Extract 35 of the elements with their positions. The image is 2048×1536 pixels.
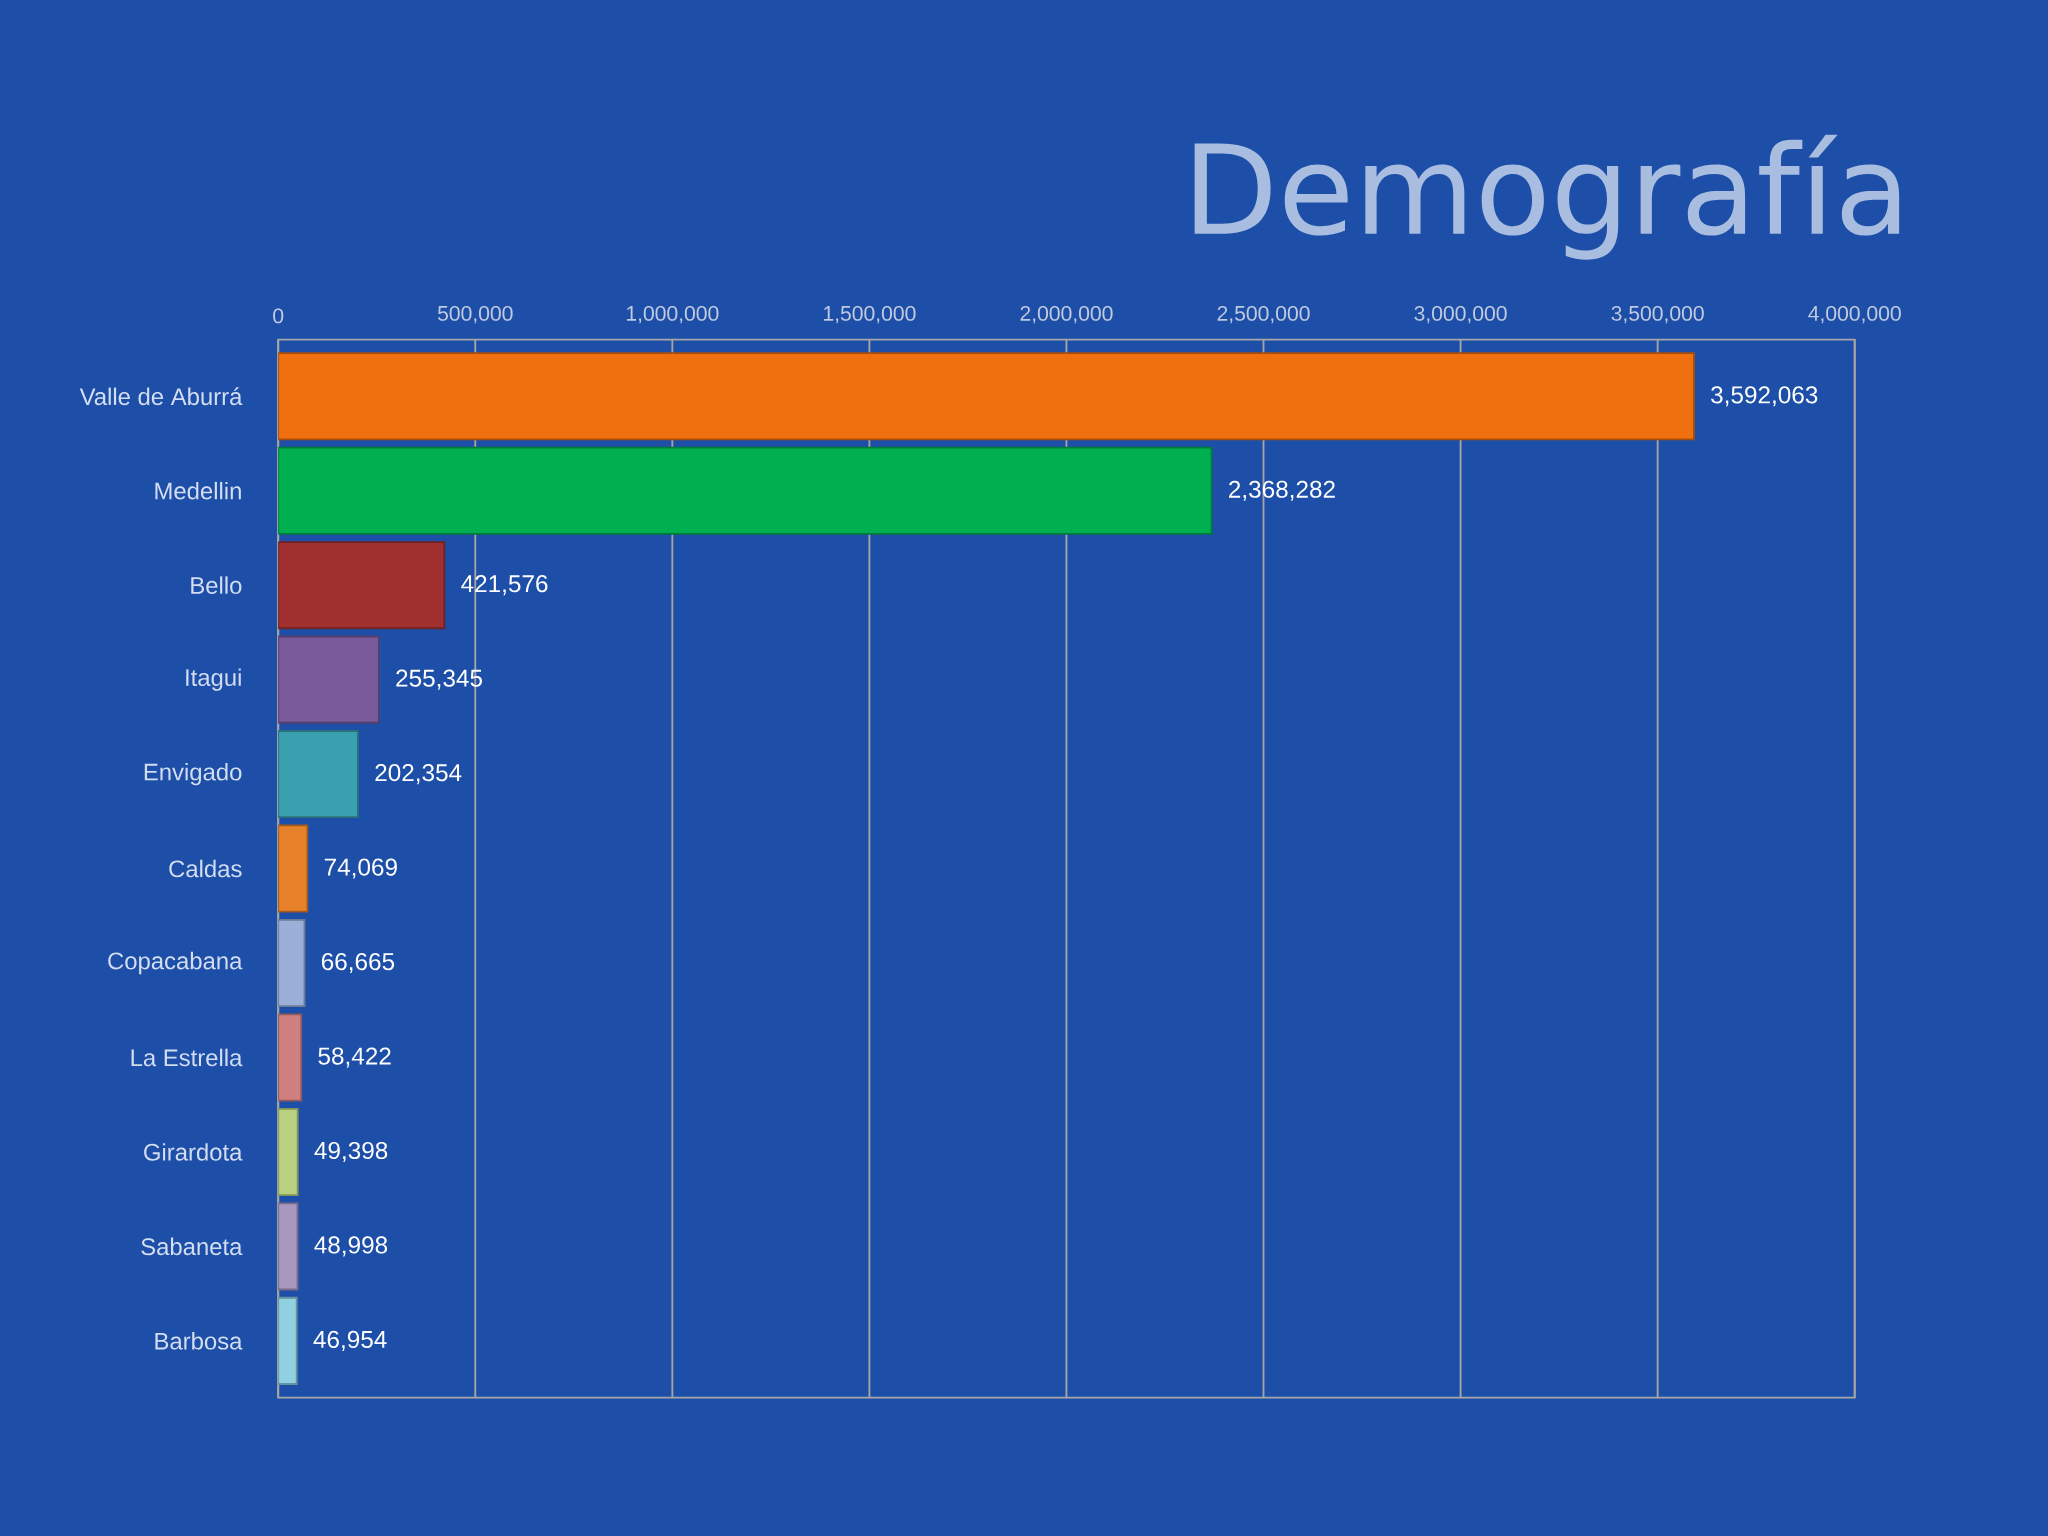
data-label: 46,954: [313, 1330, 387, 1351]
x-tick-label: 2,500,000: [1217, 305, 1310, 324]
y-tick-label: Medellin: [155, 481, 241, 500]
y-tick-label: Caldas: [169, 859, 242, 878]
data-label: 48,998: [314, 1236, 388, 1257]
bar: [278, 1296, 298, 1385]
x-tick-label: 500,000: [437, 305, 513, 324]
bar: [278, 1107, 299, 1196]
x-tick-label: 0: [273, 308, 284, 324]
data-label: 49,398: [314, 1141, 388, 1162]
y-tick-label: Itagui: [186, 668, 241, 691]
data-label: 3,592,063: [1711, 386, 1818, 407]
y-tick-label: Girardota: [144, 1143, 243, 1161]
y-tick-label: La Estrella: [131, 1048, 243, 1067]
y-tick-label: Envigado: [144, 762, 242, 786]
data-label: 202,354: [375, 764, 462, 785]
x-tick-label: 4,000,000: [1808, 305, 1901, 324]
x-tick-label: 1,000,000: [626, 305, 719, 324]
y-tick-label: Copacabana: [108, 951, 243, 975]
y-tick-label: Valle de Aburrá: [79, 387, 243, 406]
bar: [278, 919, 306, 1008]
x-tick-label: 2,000,000: [1020, 305, 1113, 324]
data-label: 66,665: [321, 952, 395, 974]
y-tick-label: Barbosa: [155, 1332, 243, 1350]
x-tick-label: 1,500,000: [824, 305, 916, 324]
y-tick-label: Bello: [191, 576, 242, 594]
bar: [278, 541, 446, 630]
y-tick-label: Sabaneta: [141, 1237, 243, 1256]
x-tick-label: 3,000,000: [1414, 305, 1507, 324]
chart-title: Demografía: [1194, 134, 1900, 260]
data-label: 74,069: [324, 858, 397, 879]
data-label: 58,422: [318, 1047, 391, 1068]
x-tick-label: 3,500,000: [1611, 305, 1704, 324]
bar: [278, 352, 1695, 441]
bar: [278, 730, 359, 819]
